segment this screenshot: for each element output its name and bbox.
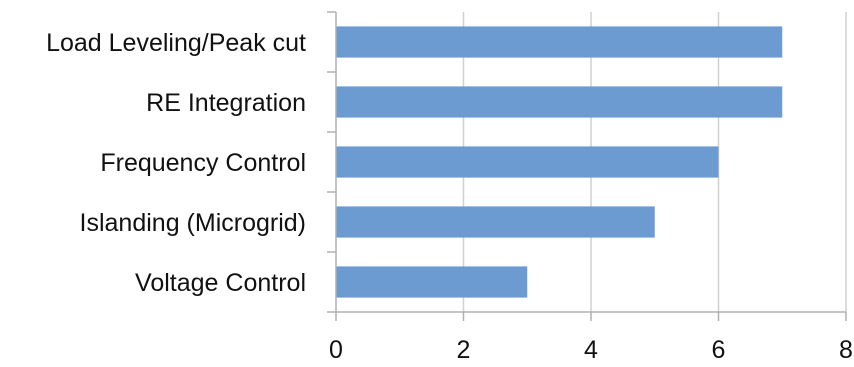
category-label: Load Leveling/Peak cut [46, 29, 306, 57]
bar [336, 26, 783, 58]
axes [327, 11, 847, 321]
x-tick-label: 2 [457, 336, 471, 364]
category-label: Frequency Control [100, 149, 306, 177]
bar [336, 86, 783, 118]
category-label: Islanding (Microgrid) [80, 209, 306, 237]
x-tick-label: 6 [712, 336, 726, 364]
category-labels: Load Leveling/Peak cut RE Integration Freq… [46, 29, 306, 297]
x-tick-label: 0 [329, 336, 343, 364]
tick-labels: 0 2 4 6 8 [329, 336, 853, 364]
x-tick-label: 4 [584, 336, 598, 364]
bars [336, 26, 783, 298]
bar [336, 266, 528, 298]
bar [336, 146, 719, 178]
bar [336, 206, 655, 238]
category-label: RE Integration [146, 89, 306, 117]
x-tick-label: 8 [839, 336, 853, 364]
category-label: Voltage Control [135, 269, 306, 297]
